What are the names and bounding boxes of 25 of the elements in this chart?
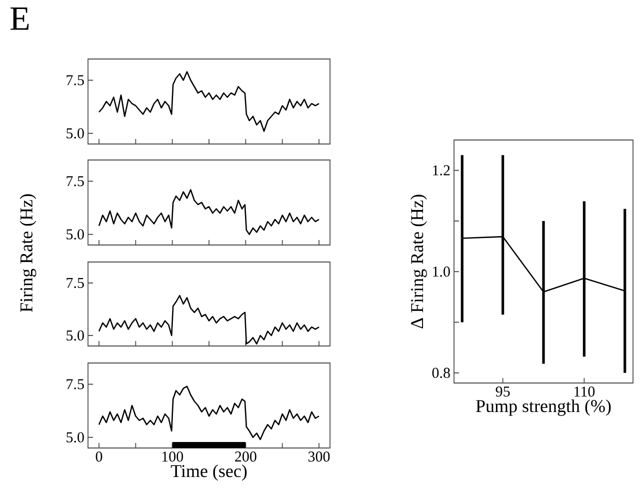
line-series <box>98 294 320 345</box>
y-tick-label: 1.0 <box>433 266 450 277</box>
y-axis-title: Δ Firing Rate (Hz) <box>410 194 427 328</box>
x-tick-label: 200 <box>235 452 256 462</box>
text: E <box>10 8 29 30</box>
y-tick-label: 7.5 <box>66 278 84 288</box>
y-tick-label: 7.5 <box>66 75 84 86</box>
x-axis-title: Pump strength (%) <box>476 399 611 416</box>
y-tick-label: 0.8 <box>432 368 450 378</box>
y-tick-label: 5.0 <box>66 128 84 138</box>
y-tick-label: 1.2 <box>433 165 450 176</box>
x-tick-label: 110 <box>574 386 595 397</box>
x-tick-label: 95 <box>496 386 510 397</box>
x-axis-title: Time (sec) <box>170 464 247 481</box>
x-tick-label: 0 <box>96 452 102 462</box>
y-tick-label: 5.0 <box>66 229 84 240</box>
line-series <box>98 189 320 236</box>
line-series <box>98 386 320 440</box>
y-axis-title: Firing Rate (Hz) <box>20 194 36 312</box>
x-tick-label: 300 <box>308 452 330 462</box>
y-tick-label: 5.0 <box>66 432 84 442</box>
y-tick-label: 5.0 <box>66 330 84 341</box>
x-tick-label: 100 <box>162 452 184 462</box>
y-tick-label: 7.5 <box>66 176 84 186</box>
y-tick-label: 7.5 <box>66 379 84 390</box>
